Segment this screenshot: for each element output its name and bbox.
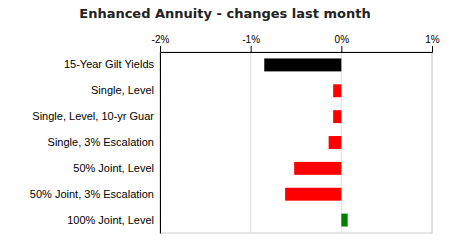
y-tick: Single, 3% Escalation <box>48 136 154 148</box>
plot: -2% -1% 0% 1% 15-Year Gilt Yields Single, Lev… <box>30 34 440 234</box>
tick-label: 0% <box>335 34 350 45</box>
tick-mark <box>251 46 252 52</box>
grid <box>160 52 432 233</box>
x-tick: 1% <box>425 34 440 52</box>
plot-frame <box>160 52 432 233</box>
x-tick: -1% <box>242 34 260 52</box>
axis-line <box>161 46 433 53</box>
y-tick: Single, Level <box>91 84 154 96</box>
tick-label: -1% <box>242 34 260 45</box>
bar <box>333 110 341 123</box>
tick-label: 15-Year Gilt Yields <box>64 58 155 70</box>
grid-line <box>250 52 251 233</box>
y-tick: 50% Joint, 3% Escalation <box>30 188 154 200</box>
tick-mark <box>160 46 161 52</box>
tick-label: 50% Joint, Level <box>73 162 154 174</box>
y-tick: 100% Joint, Level <box>67 214 154 226</box>
y-tick: Single, Level, 10-yr Guar <box>32 110 154 122</box>
bar <box>341 214 347 227</box>
x-tick: -2% <box>152 34 170 52</box>
y-tick: 50% Joint, Level <box>73 162 154 174</box>
x-tick: 0% <box>335 34 350 52</box>
bar <box>329 136 342 149</box>
tick-label: -2% <box>152 34 170 45</box>
bars <box>264 58 347 226</box>
tick-mark <box>341 46 342 52</box>
tick-mark <box>432 46 433 52</box>
tick-label: Single, Level, 10-yr Guar <box>32 110 154 122</box>
bar <box>333 84 341 97</box>
bar <box>294 162 341 175</box>
tick-label: Single, Level <box>91 84 154 96</box>
tick-label: 50% Joint, 3% Escalation <box>30 188 154 200</box>
x-axis: -2% -1% 0% 1% <box>152 34 440 53</box>
axis-line <box>160 53 161 234</box>
bar <box>285 188 341 201</box>
tick-label: Single, 3% Escalation <box>48 136 154 148</box>
y-tick: 15-Year Gilt Yields <box>64 58 155 70</box>
chart: -2% -1% 0% 1% 15-Year Gilt Yields Single, Lev… <box>0 0 450 241</box>
tick-label: 1% <box>425 34 440 45</box>
tick-label: 100% Joint, Level <box>67 214 154 226</box>
y-axis: 15-Year Gilt Yields Single, Level Single, … <box>30 53 161 234</box>
bar <box>264 58 341 71</box>
title: Enhanced Annuity - changes last month <box>79 6 370 21</box>
